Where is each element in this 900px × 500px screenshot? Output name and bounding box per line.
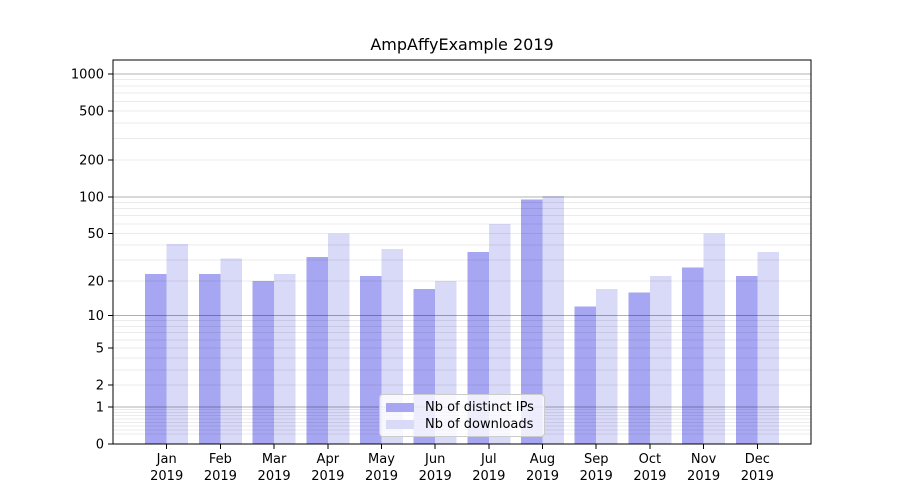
x-tick-label-dec: Dec 2019: [741, 452, 774, 484]
x-tick-label-oct: Oct 2019: [633, 452, 666, 484]
x-tick-label-may: May 2019: [365, 452, 398, 484]
legend: Nb of distinct IPs Nb of downloads: [379, 394, 545, 437]
bar-downloads-sep: [596, 289, 618, 444]
legend-label-downloads: Nb of downloads: [425, 417, 534, 432]
y-tick-label-1: 1: [96, 400, 104, 415]
x-tick-label-mar: Mar 2019: [258, 452, 291, 484]
bar-distinct-ips-jan: [145, 273, 167, 444]
bar-downloads-nov: [703, 233, 726, 444]
x-tick-label-feb: Feb 2019: [204, 452, 237, 484]
y-tick-label-5: 5: [96, 342, 104, 357]
y-tick-label-20: 20: [87, 275, 104, 290]
minor-gridlines: [113, 79, 811, 435]
bar-distinct-ips-feb: [198, 273, 221, 444]
x-tick-label-aug: Aug 2019: [526, 452, 559, 484]
y-tick-label-100: 100: [79, 190, 104, 205]
x-tick-label-jul: Jul 2019: [472, 452, 505, 484]
legend-item-downloads: Nb of downloads: [386, 416, 544, 433]
bar-downloads-aug: [542, 195, 564, 444]
bar-distinct-ips-nov: [682, 267, 704, 444]
bar-downloads-jul: [488, 223, 511, 444]
y-axis: 0 1 2 5 10 20 50 100 200 500 1000: [71, 68, 113, 453]
x-tick-label-jan: Jan 2019: [150, 452, 183, 484]
y-tick-label-2: 2: [96, 379, 104, 394]
bar-distinct-ips-sep: [574, 306, 597, 444]
bar-downloads-feb: [220, 258, 242, 444]
bar-downloads-dec: [757, 252, 779, 444]
plot-frame: [112, 59, 812, 445]
bar-distinct-ips-oct: [628, 292, 650, 444]
x-tick-label-apr: Apr 2019: [311, 452, 344, 484]
series-downloads: [166, 195, 779, 444]
y-tick-label-0: 0: [96, 438, 104, 453]
y-tick-label-10: 10: [87, 309, 104, 324]
x-tick-label-jun: Jun 2019: [419, 452, 452, 484]
legend-swatch-distinct-ips: [386, 403, 414, 412]
x-tick-label-nov: Nov 2019: [687, 452, 720, 484]
bar-downloads-jan: [166, 243, 189, 444]
chart-title: AmpAffyExample 2019: [370, 35, 554, 54]
bar-distinct-ips-mar: [252, 281, 275, 444]
y-tick-label-200: 200: [79, 154, 104, 169]
bar-distinct-ips-may: [360, 276, 382, 444]
legend-item-distinct-ips: Nb of distinct IPs: [386, 399, 544, 416]
bar-distinct-ips-dec: [735, 276, 758, 444]
x-tick-label-sep: Sep 2019: [580, 452, 613, 484]
bar-distinct-ips-aug: [521, 199, 543, 444]
bar-downloads-oct: [649, 276, 672, 444]
legend-swatch-downloads: [386, 420, 414, 429]
y-tick-label-50: 50: [87, 227, 104, 242]
bar-distinct-ips-apr: [306, 256, 328, 444]
x-axis: Jan 2019 Feb 2019 Mar 2019 Apr 2019 May 2019 Jun 20…: [150, 444, 774, 484]
y-tick-label-500: 500: [79, 105, 104, 120]
bar-downloads-apr: [327, 233, 350, 444]
legend-label-distinct-ips: Nb of distinct IPs: [425, 400, 534, 415]
bar-downloads-mar: [274, 273, 296, 444]
y-tick-label-1000: 1000: [71, 68, 104, 83]
